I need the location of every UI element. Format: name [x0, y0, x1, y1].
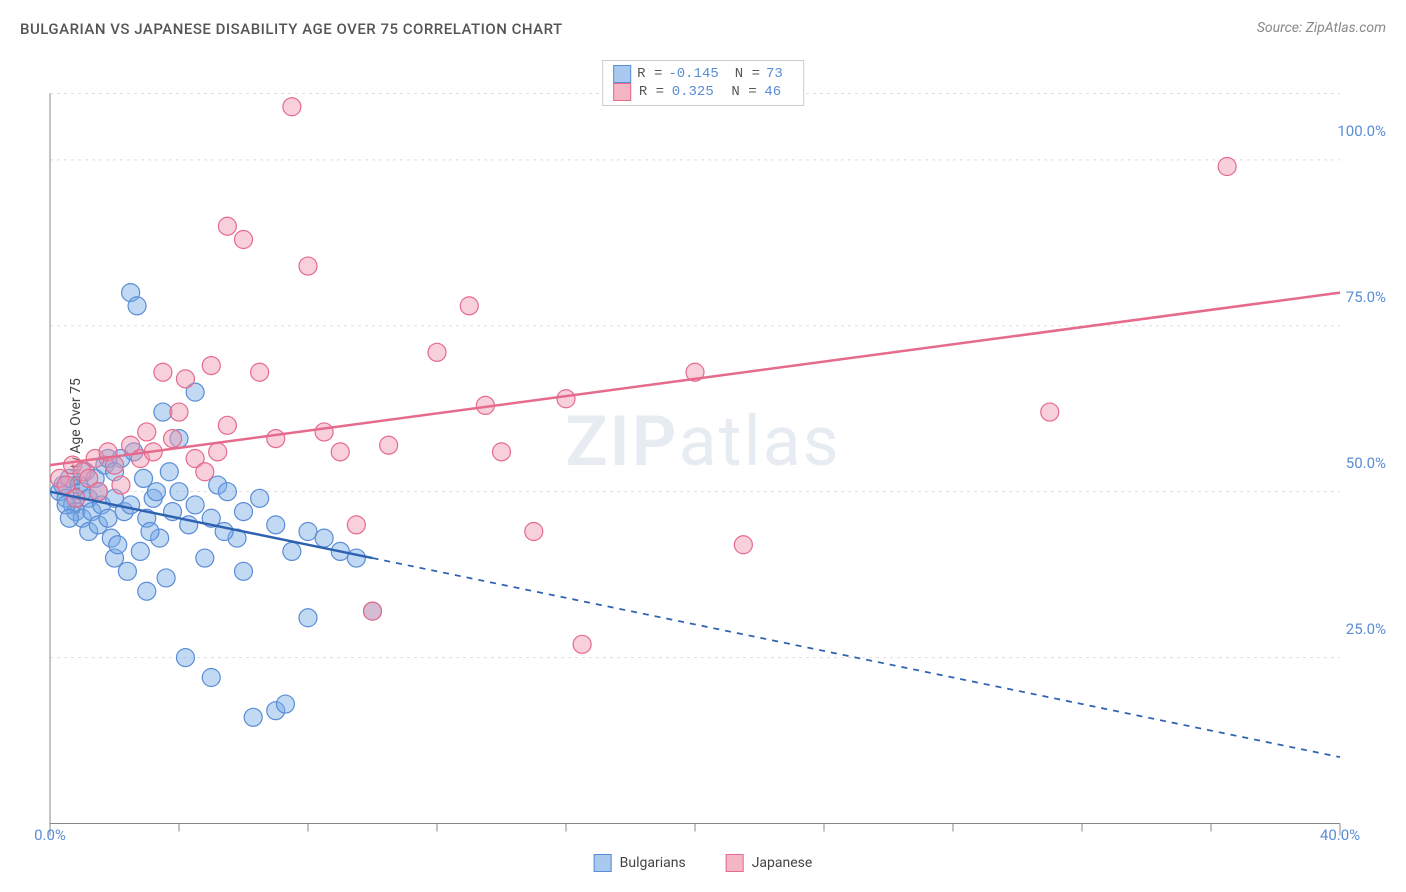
r-label: R = — [639, 84, 666, 100]
n-label: N = — [731, 84, 758, 100]
chart-title: BULGARIAN VS JAPANESE DISABILITY AGE OVE… — [20, 20, 563, 38]
y-tick-label: 25.0% — [1346, 620, 1386, 638]
legend-swatch — [726, 854, 744, 872]
y-tick-label: 50.0% — [1346, 454, 1386, 472]
source-label: Source: ZipAtlas.com — [1257, 20, 1386, 36]
legend-series: Bulgarians Japanese — [594, 854, 813, 872]
chart-container: BULGARIAN VS JAPANESE DISABILITY AGE OVE… — [0, 0, 1406, 892]
n-value: 73 — [766, 66, 793, 82]
r-value: 0.325 — [672, 84, 726, 100]
x-tick-label: 0.0% — [34, 826, 66, 844]
y-tick-label: 100.0% — [1337, 122, 1386, 140]
legend-item: Japanese — [726, 854, 813, 872]
legend-correlation-row: R = 0.325 N = 46 — [613, 83, 793, 101]
legend-swatch — [613, 65, 631, 83]
legend-label: Bulgarians — [620, 855, 686, 871]
r-label: R = — [637, 66, 662, 82]
legend-swatch — [613, 83, 631, 101]
legend-correlation-box: R = -0.145 N = 73 R = 0.325 N = 46 — [602, 60, 804, 106]
scatter-chart — [0, 55, 1406, 892]
legend-correlation-row: R = -0.145 N = 73 — [613, 65, 793, 83]
r-value: -0.145 — [668, 66, 728, 82]
y-tick-label: 75.0% — [1346, 288, 1386, 306]
n-label: N = — [735, 66, 760, 82]
x-tick-label: 40.0% — [1320, 826, 1360, 844]
legend-label: Japanese — [752, 855, 813, 871]
legend-item: Bulgarians — [594, 854, 686, 872]
n-value: 46 — [764, 84, 793, 100]
legend-swatch — [594, 854, 612, 872]
